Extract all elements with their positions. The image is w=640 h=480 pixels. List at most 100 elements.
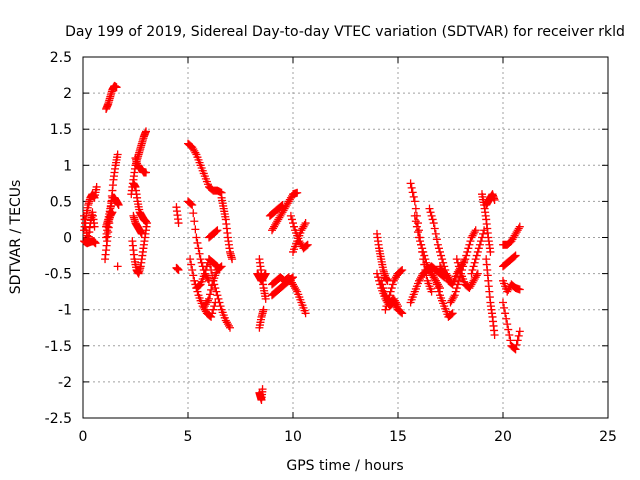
data-point (471, 226, 480, 235)
data-point (515, 285, 524, 294)
data-point (503, 320, 512, 329)
data-point (137, 229, 146, 238)
data-point (413, 228, 422, 237)
series-sat-as (452, 255, 482, 293)
series-sat-az (499, 222, 524, 249)
data-point (464, 244, 473, 253)
data-point (207, 285, 216, 294)
data-point (210, 280, 219, 289)
data-point (470, 258, 479, 267)
data-point (419, 247, 428, 256)
axis-ticks (82, 56, 609, 419)
data-point (454, 276, 463, 285)
data-point (187, 200, 196, 209)
x-tick-label: 25 (599, 429, 617, 445)
data-point (174, 219, 183, 228)
data-point (292, 285, 301, 294)
data-point (511, 345, 520, 354)
x-tick-label: 10 (284, 429, 302, 445)
data-point (385, 291, 394, 300)
series-sat-x (255, 385, 267, 404)
data-point (211, 284, 220, 293)
data-point (293, 188, 302, 197)
data-point (462, 251, 471, 260)
data-point (91, 239, 100, 248)
data-point (515, 222, 524, 231)
data-point (216, 302, 225, 311)
data-point (431, 276, 440, 285)
data-point (511, 251, 520, 260)
data-point (409, 192, 418, 201)
data-point (475, 240, 484, 249)
data-point (465, 240, 474, 249)
series-sat-r (184, 197, 213, 285)
data-point (300, 220, 309, 229)
data-point (394, 302, 402, 311)
data-point (422, 258, 431, 267)
data-point (90, 222, 99, 231)
data-point (467, 269, 476, 278)
x-tick-label: 20 (494, 429, 512, 445)
data-point (301, 219, 310, 228)
series-sat-ar (446, 226, 480, 307)
data-point (289, 219, 297, 228)
data-point (433, 240, 442, 249)
series-sat-an (406, 262, 449, 307)
data-point (412, 222, 421, 231)
data-point (186, 255, 195, 264)
data-point (504, 325, 513, 334)
data-point (434, 287, 443, 296)
data-point (191, 225, 200, 234)
data-point (213, 291, 222, 300)
data-point (398, 309, 407, 318)
data-point (386, 287, 395, 296)
data-point (208, 271, 217, 280)
series-sat-z (255, 255, 270, 303)
data-point (290, 222, 299, 231)
data-point (188, 201, 197, 210)
data-point (505, 330, 514, 339)
data-point (500, 303, 509, 312)
series-sat-s (186, 255, 220, 321)
chart-title: Day 199 of 2019, Sidereal Day-to-day VTE… (65, 24, 625, 40)
y-tick-labels: -2.5 -2 -1.5 -1 -0.5 0 0.5 1 1.5 2 2.5 (45, 50, 72, 427)
series-sat-b (80, 208, 99, 246)
data-point (189, 209, 198, 218)
data-point (108, 208, 117, 217)
data-point (382, 302, 391, 311)
data-point (420, 251, 429, 260)
data-point (455, 265, 464, 274)
y-tick-label: 1 (63, 158, 72, 174)
data-point (189, 271, 198, 280)
data-point (426, 208, 435, 217)
grid-lines (83, 57, 608, 418)
data-point (418, 244, 427, 253)
data-point (434, 244, 443, 253)
data-point (381, 305, 390, 314)
data-point (454, 262, 463, 271)
series-sat-aj (377, 276, 402, 311)
y-tick-label: -1.5 (45, 339, 72, 355)
series-sat-p (184, 139, 226, 197)
series-sat-aw (478, 190, 495, 256)
series-sat-ba (499, 251, 520, 271)
data-point (303, 240, 312, 249)
series-sat-ae (265, 201, 287, 220)
data-point (449, 293, 458, 302)
data-point (302, 241, 311, 250)
series-sat-au (482, 255, 499, 339)
data-point (428, 215, 437, 224)
data-point (397, 308, 406, 317)
data-point (388, 280, 397, 289)
data-point (114, 201, 123, 210)
data-point (190, 276, 199, 285)
data-point (397, 266, 406, 275)
data-point (472, 271, 481, 280)
series-sat-ah (373, 229, 392, 285)
data-point (208, 309, 217, 318)
data-point (514, 224, 523, 233)
data-point (463, 247, 472, 256)
data-point (421, 255, 430, 264)
data-point (417, 240, 426, 249)
